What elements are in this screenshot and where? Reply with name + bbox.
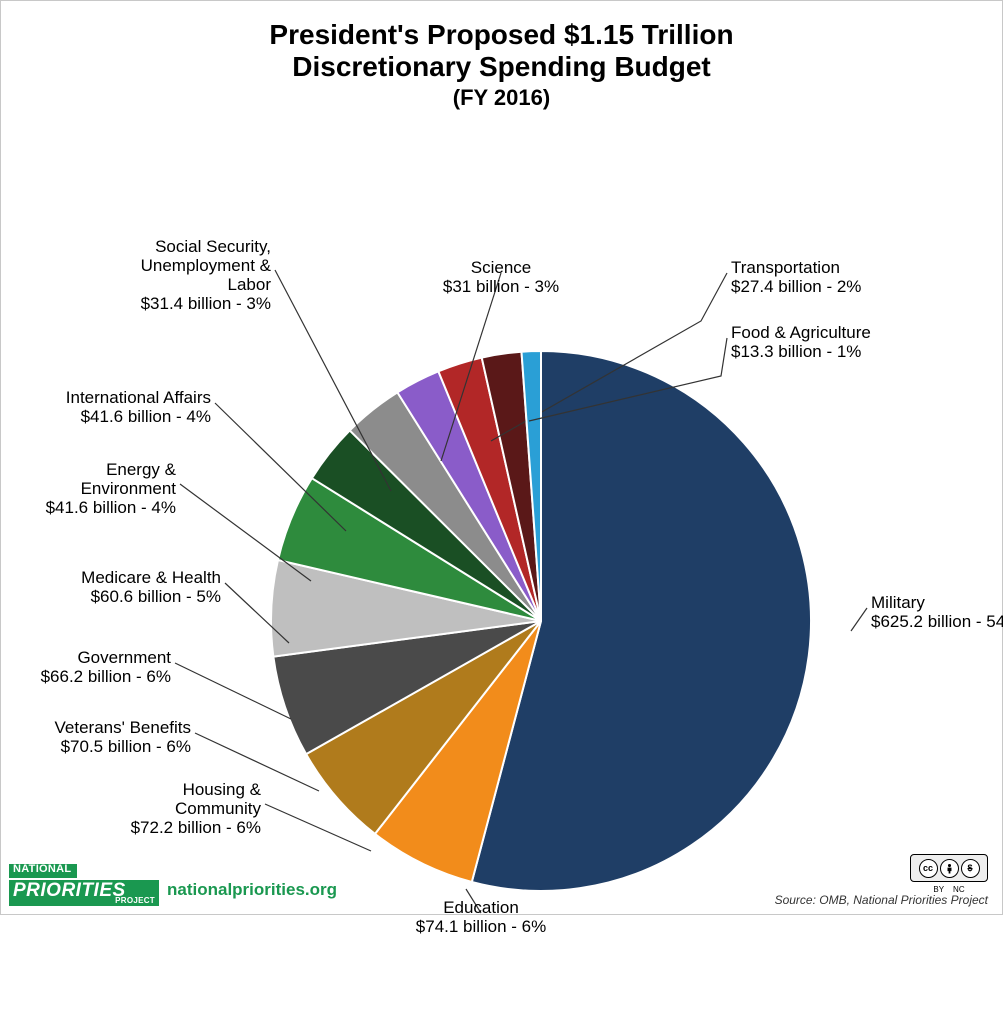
source-attribution: Source: OMB, National Priorities Project (775, 893, 988, 907)
title-sub: (FY 2016) (1, 85, 1002, 111)
slice-label: Social Security,Unemployment &Labor$31.4… (141, 237, 272, 313)
cc-icon: cc (919, 859, 938, 878)
slice-label: International Affairs$41.6 billion - 4% (66, 388, 211, 426)
chart-frame: President's Proposed $1.15 Trillion Disc… (0, 0, 1003, 915)
slice-label: Energy &Environment$41.6 billion - 4% (46, 460, 177, 517)
slice-label: Housing &Community$72.2 billion - 6% (131, 780, 262, 837)
logo-text-national: NATIONAL (13, 863, 71, 875)
slice-label: Food & Agriculture$13.3 billion - 1% (731, 323, 871, 361)
slice-label: Transportation$27.4 billion - 2% (731, 258, 861, 296)
leader-line (175, 663, 291, 719)
slice-label: Government$66.2 billion - 6% (41, 648, 172, 686)
slice-label: Medicare & Health$60.6 billion - 5% (81, 568, 221, 606)
cc-nc-icon: $ (961, 859, 980, 878)
site-url: nationalpriorities.org (167, 880, 337, 906)
logo-text-project: PROJECT (115, 896, 155, 905)
title-block: President's Proposed $1.15 Trillion Disc… (1, 1, 1002, 111)
cc-license-badge: cc $ (910, 854, 988, 882)
slice-label: Military$625.2 billion - 54% (871, 593, 1003, 631)
slice-label: Science$31 billion - 3% (443, 258, 559, 296)
title-line-1: President's Proposed $1.15 Trillion (1, 19, 1002, 51)
leader-line (851, 608, 867, 631)
logo-text-priorities: PRIORITIES (13, 880, 126, 902)
slice-label: Veterans' Benefits$70.5 billion - 6% (55, 718, 192, 756)
footer: NATIONAL PRIORITIES PROJECT nationalprio… (9, 856, 994, 906)
title-line-2: Discretionary Spending Budget (1, 51, 1002, 83)
org-logo: NATIONAL PRIORITIES PROJECT (9, 860, 159, 906)
cc-by-icon (940, 859, 959, 878)
logo-block: NATIONAL PRIORITIES PROJECT nationalprio… (9, 860, 337, 906)
